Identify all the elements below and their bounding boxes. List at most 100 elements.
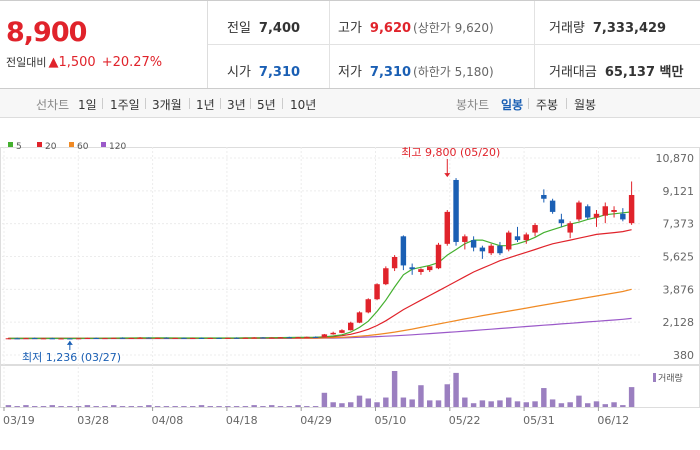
volume-bar	[58, 406, 64, 407]
quote-amount: 거래대금 65,137 백만	[549, 61, 683, 80]
volume-panel-frame	[0, 365, 700, 408]
upper-limit: (상한가 9,620)	[413, 21, 494, 35]
legend-label: 5	[16, 142, 22, 152]
low-label: 저가	[338, 65, 362, 80]
tab-daily[interactable]: 일봉	[501, 98, 524, 112]
tab-3m[interactable]: 3개월	[152, 98, 182, 112]
volume-bar	[23, 405, 29, 407]
volume-bar	[497, 400, 503, 407]
prev-close-label: 전일	[227, 21, 251, 36]
volume-bar	[356, 395, 363, 407]
y-tick-label: 380	[673, 349, 694, 362]
candle-body	[330, 332, 336, 335]
candle-body	[58, 338, 64, 340]
candle-body	[198, 337, 205, 339]
high-label: 고가	[338, 21, 362, 36]
candle-body	[409, 267, 415, 270]
candle-body	[154, 337, 161, 339]
candle-body	[49, 338, 55, 340]
volume-bar	[330, 402, 336, 407]
tab-1d[interactable]: 1일	[78, 98, 97, 112]
volume-label: 거래량	[549, 21, 585, 36]
ma60-line	[8, 288, 632, 340]
candle-body	[576, 202, 582, 220]
volume-bar	[163, 406, 170, 407]
candle-chart-label: 봉차트	[456, 98, 490, 112]
candle-body	[356, 312, 363, 323]
open-label: 시가	[227, 65, 251, 80]
x-tick-label: 04/08	[152, 414, 184, 427]
volume-bar	[400, 397, 407, 407]
candle-body	[102, 338, 108, 340]
candle-body	[427, 266, 433, 271]
tab-1y[interactable]: 1년	[196, 98, 215, 112]
volume-bar	[84, 405, 91, 407]
volume-bar	[233, 406, 240, 407]
volume-bar	[488, 401, 494, 407]
volume-bar	[111, 405, 117, 407]
candle-body	[532, 225, 538, 233]
tab-weekly[interactable]: 주봉	[536, 98, 559, 112]
tab-1w[interactable]: 1주일	[110, 98, 140, 112]
x-tick-label: 04/29	[300, 414, 332, 427]
x-tick-label: 05/31	[523, 414, 555, 427]
volume-bar	[198, 405, 205, 407]
volume-bar	[295, 405, 301, 407]
candle-body	[295, 337, 301, 339]
line-chart-label: 선차트	[36, 98, 70, 112]
volume-bar	[374, 402, 380, 407]
amount-value: 65,137 백만	[604, 65, 684, 80]
candle-body	[207, 337, 213, 339]
candle-body	[84, 338, 91, 340]
divider	[282, 98, 283, 109]
volume-bar	[154, 406, 161, 407]
divider	[102, 98, 103, 109]
tab-3y[interactable]: 3년	[227, 98, 246, 112]
volume-bar	[514, 401, 521, 407]
price-change: 전일대비 ▲1,500 +20.27%	[6, 54, 162, 70]
quote-header: 8,900 전일대비 ▲1,500 +20.27% 전일 7,400 고가 9,620(…	[0, 0, 700, 89]
volume-bar	[383, 397, 389, 407]
divider	[250, 98, 251, 109]
candle-body	[216, 337, 222, 339]
volume-bar	[506, 397, 512, 407]
candle-body	[128, 337, 134, 339]
volume-bar	[242, 406, 249, 407]
candle-body	[514, 236, 521, 241]
volume-bar	[146, 405, 152, 407]
volume-bar	[549, 399, 556, 407]
candle-body	[549, 200, 556, 212]
candle-body	[40, 338, 47, 340]
quote-prev-close: 전일 7,400	[227, 17, 300, 36]
candle-body	[488, 245, 494, 254]
candle-body	[602, 206, 608, 216]
candle-body	[93, 338, 99, 340]
change-value: 1,500	[58, 55, 96, 70]
volume-bar	[576, 395, 582, 407]
candle-body	[233, 337, 240, 339]
candle-body	[462, 236, 468, 242]
volume-bar	[119, 406, 126, 407]
tab-10y[interactable]: 10년	[290, 98, 317, 112]
candlestick-chart: 10,870 9,121 7,373 5,625 3,876 2,128 380 03/19 0…	[0, 142, 700, 427]
tab-monthly[interactable]: 월봉	[574, 98, 597, 112]
candle-body	[260, 337, 266, 339]
y-tick-label: 3,876	[663, 283, 695, 296]
candle-body	[190, 337, 196, 339]
quote-low: 저가 7,310 (하한가 5,180)	[338, 61, 494, 80]
volume-bar	[435, 400, 442, 407]
volume-bar	[348, 402, 354, 407]
candle-body	[146, 337, 152, 339]
volume-bar	[321, 392, 328, 407]
volume-bar	[593, 401, 600, 407]
volume-bar	[585, 403, 591, 407]
prev-close-value: 7,400	[258, 21, 301, 36]
tab-5y[interactable]: 5년	[257, 98, 276, 112]
y-tick-label: 10,870	[656, 152, 695, 165]
volume-bar	[49, 405, 55, 407]
volume-bar	[602, 404, 608, 407]
amount-label: 거래대금	[549, 65, 597, 80]
volume-bar	[75, 406, 82, 407]
candle-body	[620, 213, 626, 220]
ma5-line	[8, 211, 632, 340]
